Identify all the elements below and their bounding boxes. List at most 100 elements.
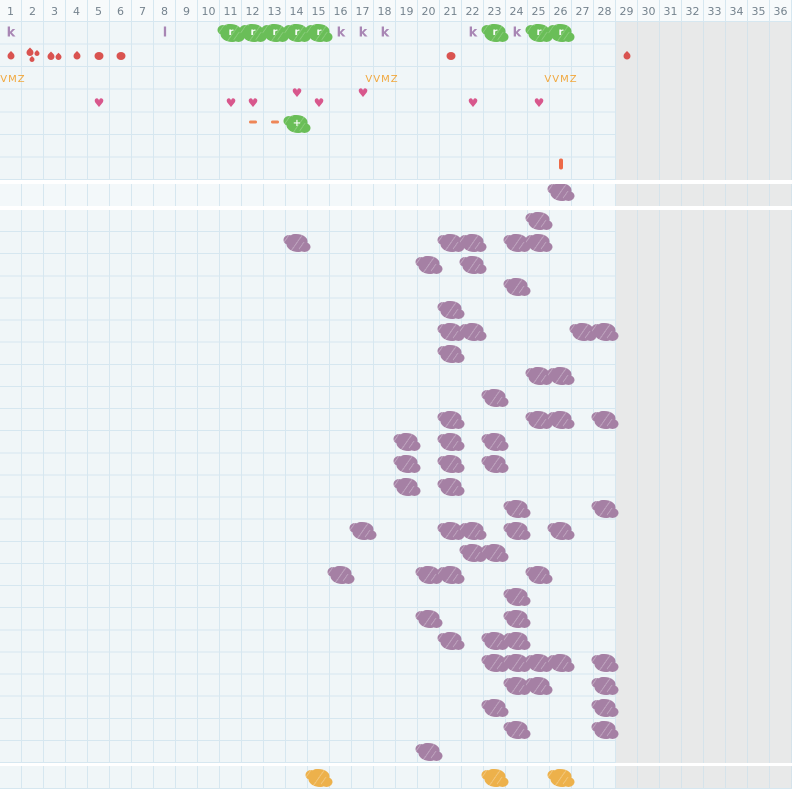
flower-purple-icon — [437, 565, 465, 584]
flower-green-icon: r — [547, 24, 575, 43]
flower-purple-icon — [547, 521, 575, 540]
flower-purple-icon — [393, 433, 421, 452]
flower-purple-icon — [437, 411, 465, 430]
flower-purple-icon — [525, 234, 553, 253]
flower-purple-icon — [481, 543, 509, 562]
letter-k-icon: k — [380, 25, 390, 41]
vvmz-icon: VVMZ — [544, 74, 578, 86]
flower-orange-icon — [547, 768, 575, 787]
main-flower-grid[interactable] — [0, 210, 792, 763]
heart-icon: ♥ — [247, 95, 259, 110]
column-header-36: 36 — [770, 0, 792, 22]
heart-icon: ♥ — [357, 85, 369, 100]
letter-k-icon: k — [6, 25, 16, 41]
flower-purple-icon — [481, 389, 509, 408]
column-header-8: 8 — [154, 0, 176, 22]
flower-green-icon: r — [239, 24, 267, 43]
vbar-icon — [559, 158, 563, 170]
column-header-7: 7 — [132, 0, 154, 22]
offseason-grey-zone — [616, 766, 792, 788]
flower-purple-icon — [591, 499, 619, 518]
flower-purple-icon — [437, 632, 465, 651]
flower-purple-icon — [481, 455, 509, 474]
heart-icon: ♥ — [467, 95, 479, 110]
offseason-grey-zone — [616, 22, 792, 180]
column-header-20: 20 — [418, 0, 440, 22]
flower-purple-icon — [525, 654, 553, 673]
drop-icon — [72, 50, 82, 61]
flower-green-icon: r — [525, 24, 553, 43]
flower-purple-icon — [547, 184, 575, 201]
flower-purple-icon — [503, 654, 531, 673]
flower-purple-icon — [503, 499, 531, 518]
flower-purple-icon — [525, 366, 553, 385]
flower-purple-icon — [591, 322, 619, 341]
flower-purple-icon — [547, 366, 575, 385]
flower-purple-icon — [459, 234, 487, 253]
letter-l-icon: l — [162, 25, 168, 41]
letter-k-icon: k — [468, 25, 478, 41]
flower-purple-icon — [415, 565, 443, 584]
column-header-10: 10 — [198, 0, 220, 22]
flower-purple-icon — [503, 234, 531, 253]
column-header-23: 23 — [484, 0, 506, 22]
letter-k-icon: k — [336, 25, 346, 41]
flower-purple-icon — [503, 278, 531, 297]
flower-purple-icon — [415, 742, 443, 761]
flower-green-icon: r — [283, 24, 311, 43]
flower-purple-icon — [591, 698, 619, 717]
column-header-16: 16 — [330, 0, 352, 22]
column-header-4: 4 — [66, 0, 88, 22]
column-header-34: 34 — [726, 0, 748, 22]
flower-purple-icon — [437, 322, 465, 341]
top-marker-grid[interactable]: klrrrrrkkkkrkrrVVMZVVMZVVMZ♥♥♥♥♥♥♥♥+ — [0, 22, 792, 180]
flower-purple-icon — [591, 411, 619, 430]
flower-purple-icon — [437, 521, 465, 540]
flower-purple-icon — [503, 521, 531, 540]
column-header-row: 1 2 3 4 5 6 7 8 9 10 11 12 13 14 15 16 17 18 19 20 21 22 23 24 2… — [0, 0, 792, 22]
column-header-24: 24 — [506, 0, 528, 22]
flower-purple-icon — [481, 433, 509, 452]
bottom-row-grid[interactable] — [0, 766, 792, 789]
flower-purple-icon — [547, 654, 575, 673]
flower-purple-icon — [525, 565, 553, 584]
flower-purple-icon — [503, 632, 531, 651]
drop-icon — [6, 50, 16, 61]
flower-purple-icon — [415, 256, 443, 275]
flower-purple-icon — [437, 300, 465, 319]
column-header-3: 3 — [44, 0, 66, 22]
flower-green-icon: r — [305, 24, 333, 43]
vvmz-icon: VVMZ — [0, 74, 26, 86]
column-header-17: 17 — [352, 0, 374, 22]
flower-green-icon: r — [217, 24, 245, 43]
column-header-25: 25 — [528, 0, 550, 22]
column-header-9: 9 — [176, 0, 198, 22]
column-header-12: 12 — [242, 0, 264, 22]
column-header-28: 28 — [594, 0, 616, 22]
flower-purple-icon — [525, 411, 553, 430]
flower-green-icon: r — [261, 24, 289, 43]
flower-purple-icon — [349, 521, 377, 540]
column-header-22: 22 — [462, 0, 484, 22]
column-header-15: 15 — [308, 0, 330, 22]
column-header-26: 26 — [550, 0, 572, 22]
dash-icon — [249, 120, 257, 124]
column-header-1: 1 — [0, 0, 22, 22]
column-header-21: 21 — [440, 0, 462, 22]
flower-purple-icon — [481, 698, 509, 717]
offseason-grey-zone — [616, 184, 792, 206]
flower-purple-icon — [393, 477, 421, 496]
band-row-grid[interactable] — [0, 184, 792, 206]
column-header-6: 6 — [110, 0, 132, 22]
flower-purple-icon — [437, 477, 465, 496]
drop3-icon — [25, 47, 41, 63]
flower-purple-icon — [481, 632, 509, 651]
flower-green-icon: r — [481, 24, 509, 43]
flower-purple-icon — [591, 720, 619, 739]
drop2-icon — [46, 51, 63, 62]
flower-purple-icon — [437, 433, 465, 452]
flower-purple-icon — [591, 654, 619, 673]
flower-purple-icon — [547, 411, 575, 430]
flower-purple-icon — [525, 212, 553, 231]
